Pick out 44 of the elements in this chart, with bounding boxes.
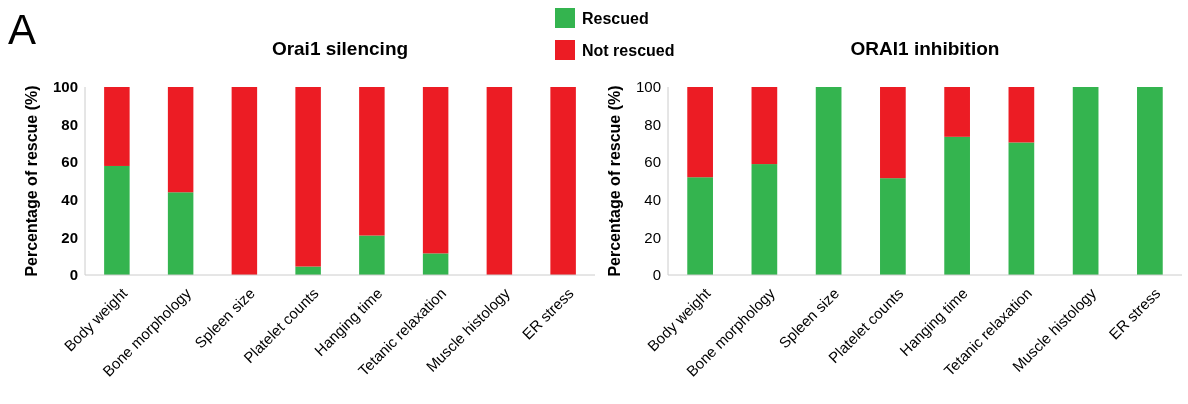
bar — [1008, 142, 1035, 275]
bar — [1008, 87, 1035, 143]
y-tick-label: 100 — [52, 78, 78, 96]
text: A — [8, 6, 37, 53]
y-tick-label: 80 — [61, 115, 78, 133]
y-tick-label: 0 — [652, 266, 661, 284]
bar — [1137, 87, 1163, 275]
bar — [944, 136, 970, 275]
bar — [104, 87, 130, 166]
y-axis-title: Percentage of rescue (%) — [23, 85, 40, 277]
bar — [944, 87, 970, 137]
bar — [231, 87, 258, 275]
bar — [751, 87, 778, 165]
y-tick-label: 60 — [61, 153, 78, 171]
y-tick-label: 80 — [644, 115, 661, 133]
bar — [815, 87, 842, 275]
bar — [422, 87, 449, 254]
bar — [550, 87, 576, 275]
y-tick-label: 20 — [61, 228, 78, 246]
bar — [687, 87, 713, 178]
bar — [422, 253, 449, 275]
bar — [167, 192, 194, 275]
bar — [751, 164, 778, 275]
bar — [167, 87, 194, 193]
bar — [359, 87, 385, 236]
bar — [880, 87, 906, 179]
bar — [1072, 87, 1099, 275]
chart-title: Orai1 silencing — [271, 38, 409, 59]
chart-title: ORAI1 inhibition — [850, 38, 1000, 59]
bar — [359, 235, 385, 275]
y-tick-label: 0 — [69, 266, 78, 284]
y-axis-title: Percentage of rescue (%) — [606, 85, 623, 277]
bar — [295, 87, 321, 267]
bar — [687, 177, 713, 275]
bar — [104, 165, 130, 275]
y-tick-label: 40 — [644, 191, 661, 209]
y-tick-label: 40 — [61, 191, 78, 209]
y-tick-label: 100 — [635, 78, 661, 96]
legend-label: Not rescued — [582, 41, 675, 59]
y-tick-label: 20 — [644, 228, 661, 246]
bar — [880, 178, 906, 275]
legend-label: Rescued — [582, 9, 649, 27]
y-tick-label: 60 — [644, 153, 661, 171]
bar — [486, 87, 513, 275]
